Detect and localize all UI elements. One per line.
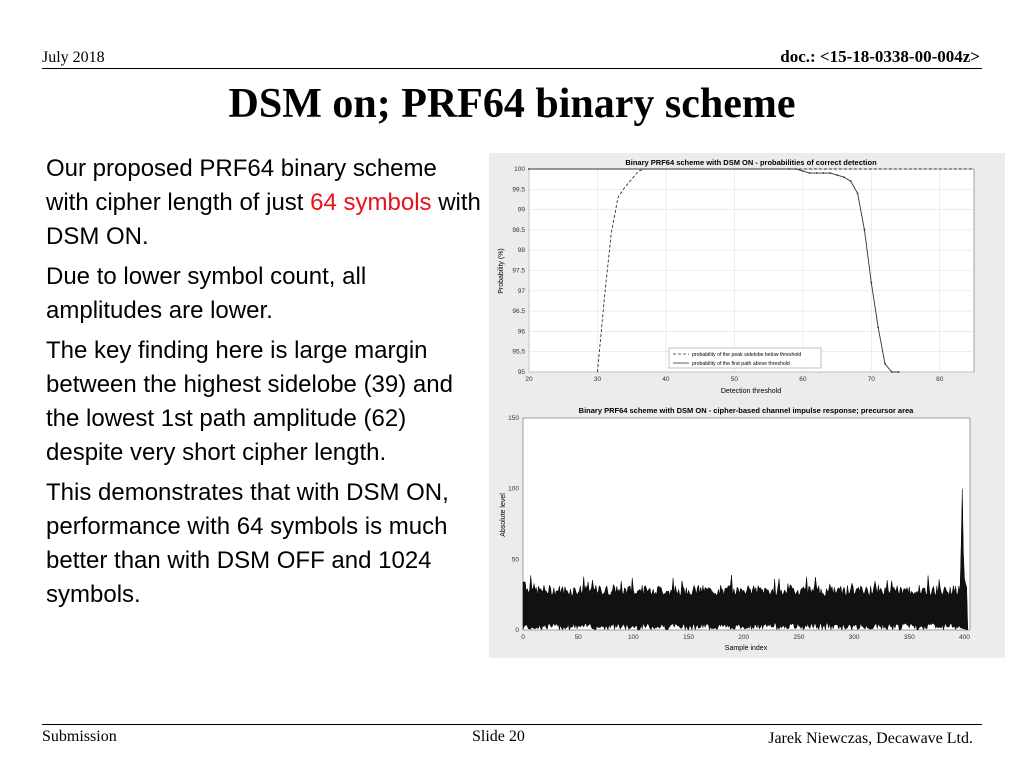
chart2-xtick-100: 100 (628, 634, 639, 641)
chart2-xtick-50: 50 (575, 634, 583, 641)
legend-label-sidelobe: probability of the peak sidelobe below t… (692, 352, 801, 358)
header-doc-id: doc.: <15-18-0338-00-004z> (780, 47, 980, 66)
chart1-series-1-point-15 (884, 362, 886, 365)
chart2-ytick-100: 100 (508, 486, 519, 493)
chart1-xlabel: Detection threshold (721, 388, 781, 395)
chart1-series-1-point-1 (788, 168, 791, 170)
chart1-series-1-point-10 (849, 180, 852, 183)
paragraph-1-tail: with DSM ON. (46, 189, 481, 250)
chart1-series-1-point-13 (870, 281, 873, 284)
chart1-series-1-point-7 (829, 172, 832, 174)
footer-submission: Submission (42, 728, 117, 745)
chart1-xtick-50: 50 (731, 376, 739, 383)
chart1-ylabel: Probability (%) (498, 248, 505, 294)
chart1-series-line-1 (529, 168, 899, 373)
paragraph-3: The key finding here is large margin bet… (46, 337, 453, 466)
chart-impulse-response: Binary PRF64 scheme with DSM ON - cipher… (500, 406, 971, 652)
paragraph-1-text: Our proposed PRF64 binary scheme with ci… (46, 155, 437, 216)
chart1-ytick-100: 100 (514, 166, 525, 173)
chart-detection-probability: Binary PRF64 scheme with DSM ON - probab… (498, 158, 975, 395)
chart2-xtick-0: 0 (521, 634, 525, 641)
chart2-xtick-250: 250 (793, 634, 804, 641)
chart2-ytick-50: 50 (512, 556, 520, 563)
chart1-legend-box (668, 347, 822, 369)
chart2-impulse-response-area (522, 488, 969, 631)
header-divider (42, 68, 982, 69)
chart1-ytick-95.5: 95.5 (512, 349, 525, 356)
footer-divider (42, 724, 982, 725)
chart1-series-1-point-16 (890, 371, 893, 373)
chart2-title: Binary PRF64 scheme with DSM ON - cipher… (579, 406, 915, 415)
figure-panel: Binary PRF64 scheme with DSM ON - probab… (489, 153, 1005, 658)
slide-title: DSM on; PRF64 binary scheme (228, 81, 796, 127)
chart1-ytick-96: 96 (518, 328, 526, 335)
chart1-series-1-point-12 (863, 229, 866, 231)
chart1-series-1-point-17 (897, 371, 900, 373)
chart1-ytick-98: 98 (518, 247, 526, 254)
chart1-ytick-99: 99 (518, 207, 526, 214)
highlight-symbols: 64 symbols (310, 189, 432, 216)
chart1-series-1-point-6 (822, 172, 825, 174)
chart1-xtick-30: 30 (594, 376, 602, 383)
footer-author: Jarek Niewczas, Decawave Ltd. (768, 730, 973, 747)
chart1-series-1-point-4 (808, 172, 811, 174)
chart1-ytick-97.5: 97.5 (512, 268, 525, 275)
chart2-xtick-400: 400 (959, 634, 970, 641)
chart1-series-1-point-0 (528, 168, 530, 170)
chart1-series-1-point-5 (815, 172, 818, 174)
chart1-legend: probability of the peak sidelobe below t… (668, 347, 822, 369)
header-date: July 2018 (42, 49, 105, 66)
chart1-xtick-40: 40 (662, 376, 670, 383)
chart2-ylabel: Absolute level (500, 493, 507, 537)
chart2-xtick-150: 150 (683, 634, 694, 641)
paragraph-4: This demonstrates that with DSM ON, perf… (46, 479, 449, 608)
chart1-series-1-point-2 (795, 168, 797, 170)
chart1-series-line-0 (597, 168, 974, 373)
chart2-xlabel: Sample index (725, 645, 768, 652)
chart1-xtick-80: 80 (936, 376, 944, 383)
paragraph-1: Our proposed PRF64 binary scheme with ci… (46, 152, 486, 254)
chart2-xtick-350: 350 (904, 634, 915, 641)
chart1-series-1-point-8 (836, 174, 838, 176)
chart1-ytick-98.5: 98.5 (512, 227, 525, 234)
chart2-ytick-0: 0 (515, 627, 519, 634)
chart1-series-1-point-9 (843, 176, 845, 179)
chart1-series-1-point-14 (877, 326, 880, 329)
chart1-ytick-99.5: 99.5 (512, 186, 525, 193)
chart1-series-1-point-11 (856, 192, 859, 195)
legend-label-first-path: probability of the first path above thre… (692, 361, 790, 367)
chart2-xtick-200: 200 (738, 634, 749, 641)
figure-svg: Binary PRF64 scheme with DSM ON - probab… (498, 158, 975, 652)
chart2-ytick-150: 150 (508, 415, 519, 422)
footer-slide-number: Slide 20 (472, 728, 525, 745)
chart1-xtick-70: 70 (868, 376, 876, 383)
chart1-xtick-60: 60 (799, 376, 807, 383)
chart1-series-1-point-3 (801, 170, 804, 172)
chart1-ytick-95: 95 (518, 369, 526, 376)
chart1-ytick-96.5: 96.5 (512, 308, 525, 315)
chart1-ytick-97: 97 (518, 288, 526, 295)
chart1-xtick-20: 20 (525, 376, 533, 383)
chart1-title: Binary PRF64 scheme with DSM ON - probab… (625, 158, 877, 167)
chart2-xtick-300: 300 (849, 634, 860, 641)
slide-body: Our proposed PRF64 binary scheme with ci… (46, 152, 486, 618)
paragraph-2: Due to lower symbol count, all amplitude… (46, 263, 367, 324)
